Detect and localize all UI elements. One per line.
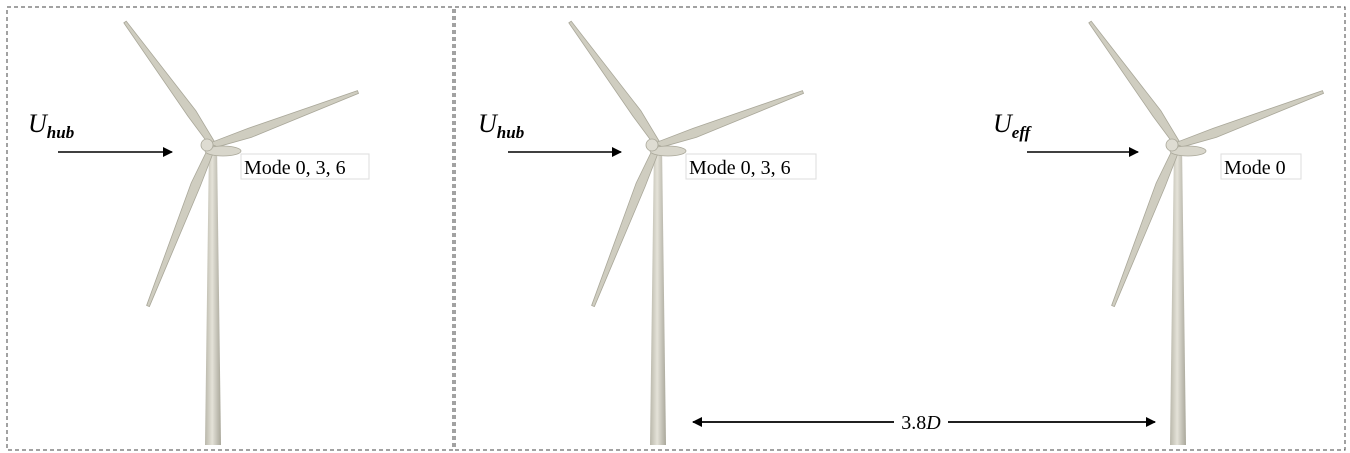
hub [200, 138, 214, 152]
hub [645, 138, 659, 152]
blade [211, 90, 360, 149]
inflow-label: Ueff [993, 109, 1033, 142]
panel-frame [454, 6, 1346, 451]
spacing-number: 3.8 [901, 412, 926, 434]
turbines [123, 20, 1325, 445]
subscript: eff [1012, 123, 1033, 142]
mode-box [685, 153, 817, 180]
subscript: hub [47, 123, 74, 142]
symbol: U [993, 109, 1014, 138]
tower [650, 145, 666, 445]
blade [1088, 20, 1181, 148]
mode-box [240, 153, 370, 180]
inflow-label: Uhub [478, 109, 524, 142]
mode-label: Mode 0, 3, 6 [244, 157, 346, 179]
mode-box [1220, 153, 1302, 180]
mode-label: Mode 0, 3, 6 [689, 157, 791, 179]
symbol: U [28, 109, 49, 138]
mode-label: Mode 0 [1224, 157, 1286, 179]
tower [1170, 145, 1186, 445]
hub [1165, 138, 1179, 152]
blade [146, 143, 217, 308]
blade [123, 20, 216, 148]
subscript: hub [497, 123, 524, 142]
symbol: U [478, 109, 499, 138]
spacing-symbol: D [925, 412, 941, 434]
blade [591, 143, 662, 308]
blade [568, 20, 661, 148]
inflow-label: Uhub [28, 109, 74, 142]
blade [656, 90, 805, 149]
panel-frame [6, 6, 454, 451]
spacing-box [894, 410, 948, 434]
spacing-label: 3.8D [901, 412, 941, 434]
blade [1176, 90, 1325, 149]
blade [1111, 143, 1182, 308]
tower [205, 145, 221, 445]
